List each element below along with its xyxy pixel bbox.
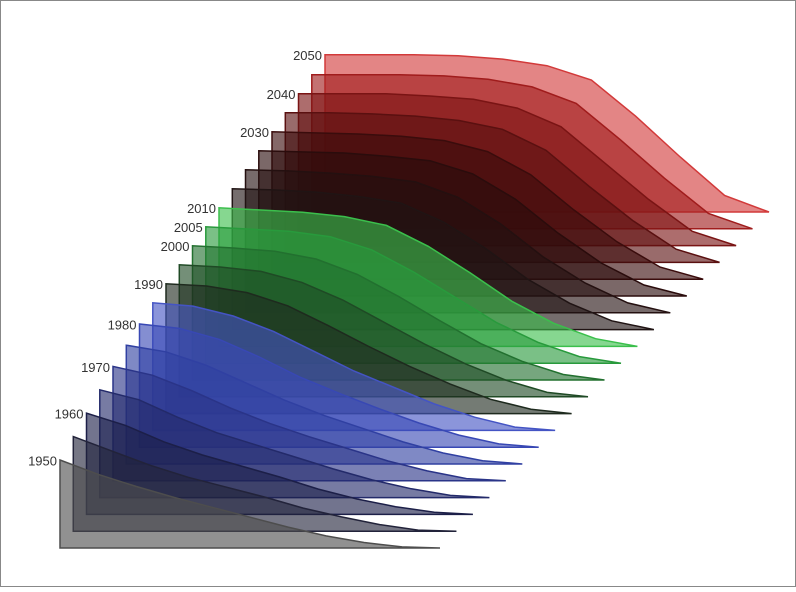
layer-label: 2040	[267, 87, 296, 102]
layer	[59, 458, 441, 549]
layer-label: 2010	[187, 201, 216, 216]
layer-label: 2005	[174, 220, 203, 235]
layer-label: 1950	[28, 453, 57, 468]
layer-label: 2050	[293, 48, 322, 63]
layer-label: 1970	[81, 360, 110, 375]
layer-label: 2000	[161, 239, 190, 254]
layer-label: 2030	[240, 125, 269, 140]
layer-label: 1980	[108, 317, 137, 332]
layer-label: 1960	[55, 407, 84, 422]
layer-label: 1990	[134, 277, 163, 292]
